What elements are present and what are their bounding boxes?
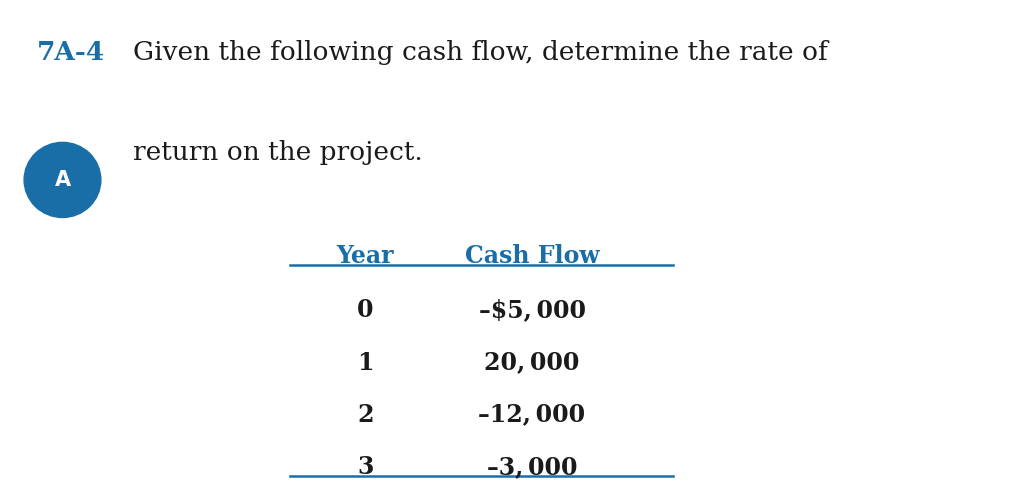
Text: 20, 000: 20, 000: [484, 351, 580, 375]
Text: 0: 0: [357, 299, 374, 323]
Text: 2: 2: [357, 403, 374, 427]
Text: A: A: [54, 170, 71, 190]
Text: –3, 000: –3, 000: [486, 455, 578, 479]
Text: Cash Flow: Cash Flow: [465, 244, 599, 268]
Text: 3: 3: [357, 455, 374, 479]
Text: return on the project.: return on the project.: [133, 139, 423, 164]
Text: –12, 000: –12, 000: [478, 403, 586, 427]
Text: –$5, 000: –$5, 000: [478, 299, 586, 323]
Text: Given the following cash flow, determine the rate of: Given the following cash flow, determine…: [133, 40, 828, 65]
Text: 1: 1: [357, 351, 374, 375]
Ellipse shape: [25, 142, 100, 218]
Text: Year: Year: [337, 244, 394, 268]
Text: 7A-4: 7A-4: [37, 40, 105, 65]
